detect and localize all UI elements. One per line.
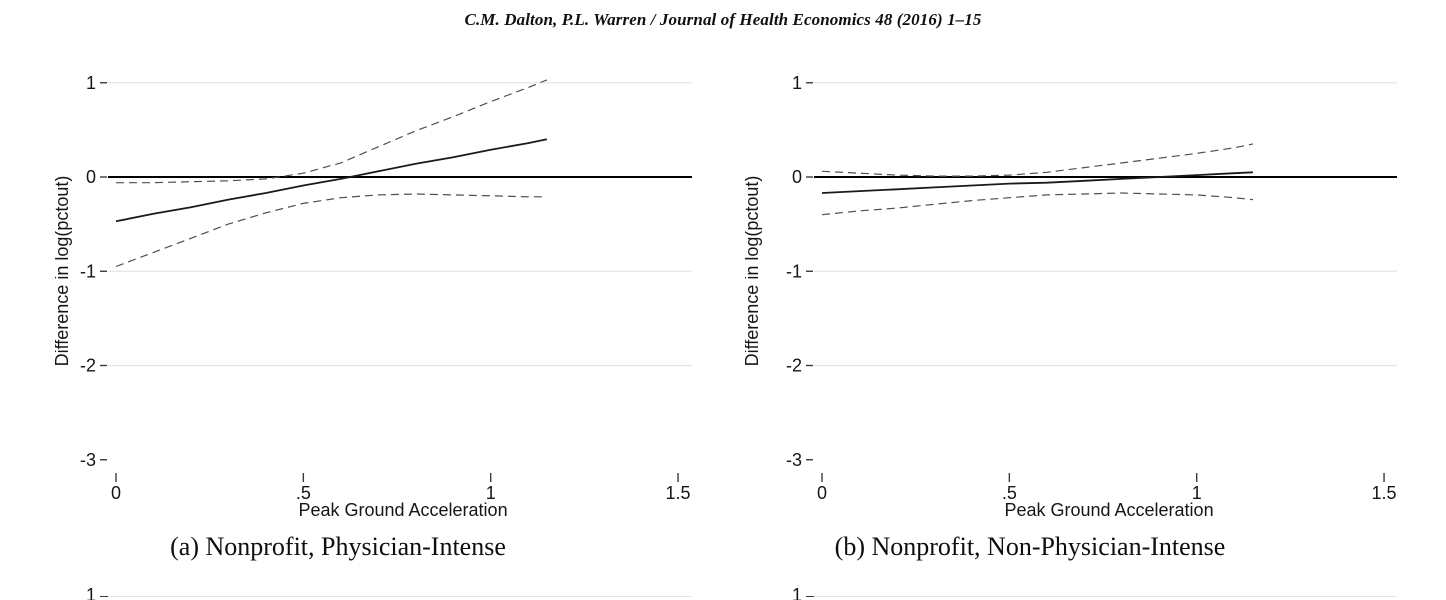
y-axis-label: Difference in log(pctout): [55, 176, 72, 367]
partial-gridline-right: [814, 596, 1397, 597]
ci-lower-line: [115, 193, 547, 268]
chart-nonprofit-physician-intense: 1 0 -1 -2 -3 0 .5 1 1.5 Peak Ground Acceleration D…: [55, 73, 692, 520]
journal-citation-header: C.M. Dalton, P.L. Warren / Journal of He…: [464, 10, 982, 29]
y-tick-label: 1: [86, 73, 96, 93]
partial-ytick-right: [806, 596, 814, 597]
y-tick-label: -2: [786, 356, 802, 376]
x-tick-label: 0: [817, 483, 827, 503]
partial-gridline-left: [108, 596, 692, 597]
chart-nonprofit-non-physician-intense: 1 0 -1 -2 -3 0 .5 1 1.5 Peak Ground Acceleration D…: [745, 73, 1397, 520]
partial-ytick-label-right: 1: [791, 585, 802, 600]
y-axis-label: Difference in log(pctout): [745, 176, 762, 367]
x-tick-label: .5: [1002, 483, 1017, 503]
y-tick-label: -1: [80, 261, 96, 281]
y-tick-label: 1: [792, 73, 802, 93]
partial-ytick-left: [100, 596, 108, 597]
subfigure-caption-b: (b) Nonprofit, Non-Physician-Intense: [834, 532, 1226, 561]
y-tick-label: 0: [86, 167, 96, 187]
x-tick-label: 1: [1192, 483, 1202, 503]
y-tick-label: -2: [80, 356, 96, 376]
x-tick-label: 1.5: [666, 483, 691, 503]
x-axis-label: Peak Ground Acceleration: [1004, 500, 1213, 520]
ci-lower-line: [821, 192, 1253, 216]
partial-ytick-label-left: 1: [85, 585, 96, 600]
y-tick-label: -3: [786, 450, 802, 470]
ci-upper-line: [116, 79, 548, 184]
point-estimate-line: [821, 171, 1253, 194]
y-tick-label: -1: [786, 261, 802, 281]
point-estimate-line: [115, 138, 548, 223]
next-row-charts-partial: 1 1: [0, 580, 1446, 600]
x-tick-label: 1.5: [1372, 483, 1397, 503]
x-tick-label: .5: [296, 483, 311, 503]
subfigure-caption-a: (a) Nonprofit, Physician-Intense: [170, 532, 506, 561]
y-tick-label: 0: [792, 167, 802, 187]
x-tick-label: 0: [111, 483, 121, 503]
y-tick-label: -3: [80, 450, 96, 470]
x-tick-label: 1: [486, 483, 496, 503]
x-axis-label: Peak Ground Acceleration: [298, 500, 507, 520]
ci-upper-line: [821, 143, 1254, 177]
